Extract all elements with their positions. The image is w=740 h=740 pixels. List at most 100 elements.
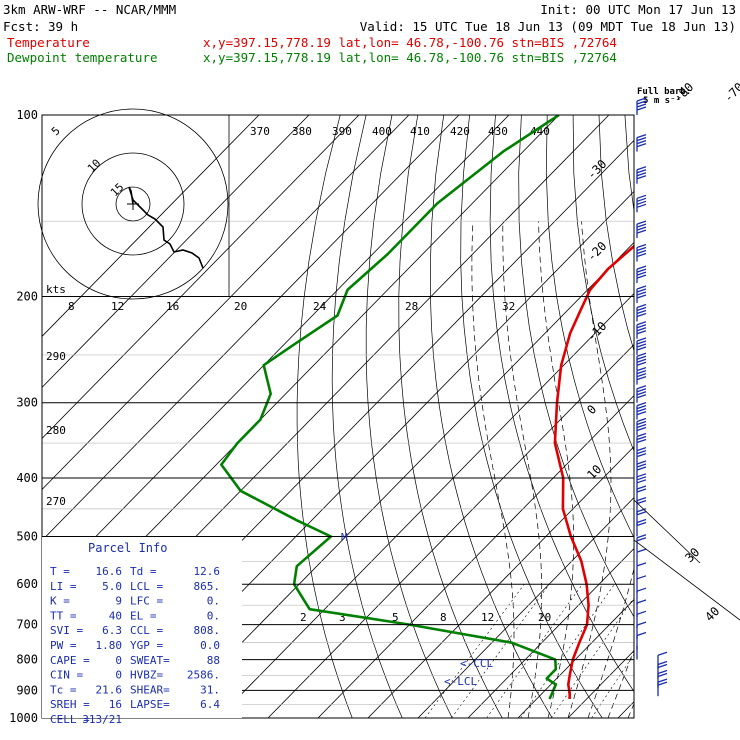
wind-barb-flag [636, 103, 647, 108]
forecast-hours: 39 h [48, 19, 78, 34]
wind-barb-flag [636, 288, 647, 293]
wind-barb-flag [636, 479, 647, 484]
wind-barb [636, 352, 647, 371]
wind-barb-flag [636, 548, 647, 553]
pressure-label: 800 [16, 653, 38, 667]
wind-barb [636, 401, 647, 420]
isotherm-label: -20 [584, 239, 609, 264]
wind-barb-flag [636, 376, 647, 381]
wind-barb-flag [636, 401, 647, 407]
wind-barb-flag [636, 361, 647, 366]
theta-label: 380 [292, 125, 312, 138]
wind-barb-flag [636, 175, 647, 180]
wind-barb-flag [636, 97, 647, 102]
isotherm-line [367, 445, 634, 718]
wind-barb-flag [636, 229, 647, 234]
isotherm-line [417, 497, 634, 718]
wind-barb-flag [636, 321, 647, 326]
wind-barb-flag [636, 394, 647, 399]
mixing-ratio-label: 3 [339, 611, 346, 624]
hodograph-ring-label: 15 [108, 181, 127, 200]
wind-barb-flag [636, 197, 647, 202]
parcel-cell: SWEAT= [130, 654, 170, 667]
wind-barb [636, 166, 647, 184]
parcel-cell: 1.80 [96, 639, 123, 652]
moist-adiabat-label: 8 [68, 300, 75, 313]
wind-barb-flag [636, 285, 647, 290]
wind-barb-flag [636, 142, 647, 148]
ccl-marker: <-CCL [460, 657, 493, 670]
moist-adiabat-line [607, 648, 634, 718]
parcel-cell: CIN = [50, 669, 83, 682]
wind-barb-flag [636, 352, 647, 357]
wind-barb-flag [636, 521, 647, 527]
wind-barb-flag [636, 324, 647, 329]
parcel-cell: 16.6 [96, 565, 123, 578]
hodograph-ring [115, 186, 151, 222]
theta-label: 440 [530, 125, 550, 138]
parcel-cell: 0. [207, 609, 220, 622]
wind-barb-flag [636, 370, 647, 375]
wind-barb-flag [636, 106, 647, 111]
wind-barb [636, 460, 647, 479]
isotherm-line [42, 115, 510, 593]
wind-barb-flag [636, 438, 647, 444]
wind-barb-flag [657, 678, 668, 683]
wind-barb-flag [657, 660, 668, 666]
wind-barb-flag [636, 340, 647, 345]
isotherm-line [317, 394, 634, 718]
wind-barb [636, 265, 647, 284]
wind-barb-flag [636, 410, 647, 416]
wind-barb-flag [636, 291, 647, 296]
parcel-cell: 313/21 [82, 713, 122, 726]
theta-label: 410 [410, 125, 430, 138]
wind-barb-flag [636, 388, 647, 393]
wind-barb-flag [636, 327, 647, 332]
parcel-cell: 5.0 [102, 580, 122, 593]
parcel-cell: YGP = [130, 639, 163, 652]
dry-adiabat-line [489, 115, 634, 693]
wind-barb-flag [636, 631, 647, 637]
wind-barb-flag [636, 511, 647, 516]
wind-barb [636, 385, 647, 403]
wind-barb [636, 518, 647, 537]
wind-barb [636, 133, 647, 152]
isotherm-line [668, 115, 740, 718]
mixing-ratio-label: 8 [440, 611, 447, 624]
wind-barb-flag [636, 562, 647, 567]
isotherm-line [267, 343, 634, 718]
wind-barb [636, 243, 647, 262]
parcel-cell: 12.6 [194, 565, 221, 578]
pressure-label: 100 [16, 108, 38, 122]
isotherm-line [42, 115, 460, 542]
wind-key-line2: 5 m s⁻¹ [643, 96, 681, 106]
mixing-ratio-line [451, 584, 550, 718]
isotherm-label: 0 [584, 402, 599, 417]
moist-adiabat-line [648, 221, 740, 718]
wind-barb-flag [636, 476, 647, 481]
moist-adiabat-label: 32 [502, 300, 515, 313]
wind-barb-flag [636, 139, 647, 145]
wind-barb-flag [636, 537, 647, 542]
theta-label: 420 [450, 125, 470, 138]
theta-label: 370 [250, 125, 270, 138]
dry-adiabat-line [296, 115, 353, 718]
wind-barb-flag [636, 446, 647, 452]
moist-adiabat-line [587, 221, 634, 718]
wind-barb-flag [657, 672, 668, 678]
parcel-cell: Tc = [50, 683, 77, 696]
mixing-ratio-line [424, 584, 525, 718]
moist-adiabat-label: 24 [313, 300, 327, 313]
wind-barb-flag [657, 651, 668, 656]
wind-barb [636, 285, 647, 303]
wind-barb-flag [636, 485, 647, 490]
wind-barb-flag [636, 449, 647, 455]
wind-barb-flag [636, 587, 647, 592]
wind-barb-flag [636, 246, 647, 252]
wind-barb-flag [636, 346, 647, 351]
frame-extension [633, 499, 701, 564]
wind-barb-flag [636, 497, 647, 502]
dry-adiabat-line [365, 115, 453, 718]
parcel-cell: T = [50, 565, 70, 578]
